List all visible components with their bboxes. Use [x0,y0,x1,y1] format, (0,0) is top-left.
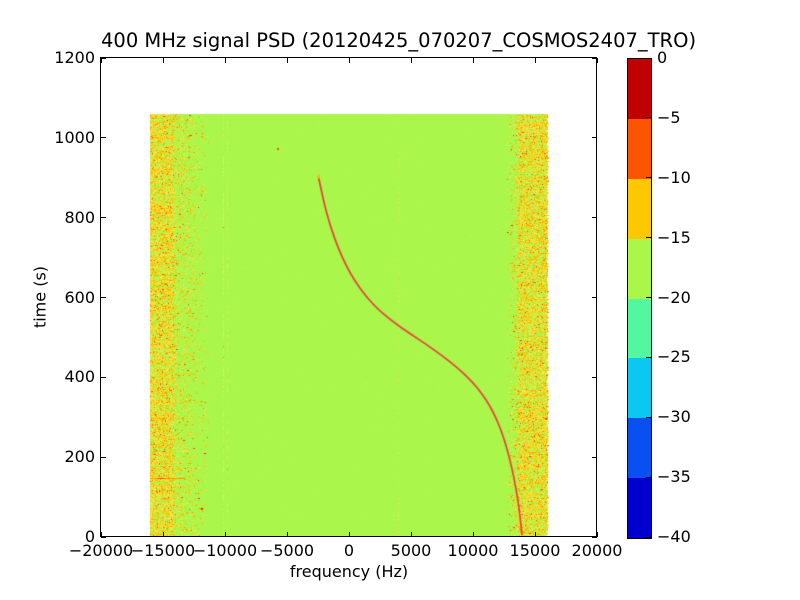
y-tick-mark [101,137,106,139]
colorbar-tick-label: −15 [657,227,691,247]
x-tick-mark [100,532,102,537]
x-tick-mark-top [100,58,102,63]
x-tick-mark-top [162,58,164,63]
y-tick-mark [101,217,106,219]
colorbar-segment [628,358,651,419]
spectrogram-canvas [101,58,597,537]
colorbar-tick-label: −40 [657,527,691,546]
y-tick-mark [101,297,106,298]
colorbar-tick-mark [646,356,651,358]
y-tick-mark-right [592,456,597,458]
colorbar-tick-label: −25 [657,347,691,367]
colorbar-segment [628,59,651,119]
colorbar-segment [628,478,651,538]
x-tick-label: 10000 [447,541,499,560]
x-tick-mark [534,532,536,537]
colorbar-tick-mark [646,237,651,239]
x-tick-mark-top [224,58,226,63]
x-tick-mark-top [472,58,474,63]
colorbar-tick-label: 0 [657,48,668,67]
colorbar-tick-mark [646,57,651,59]
colorbar-tick-mark [646,536,651,538]
x-tick-mark [348,532,350,537]
colorbar-tick-label: −5 [657,107,681,127]
colorbar [627,58,652,539]
y-tick-mark-right [592,376,597,378]
x-tick-mark [162,532,164,537]
x-tick-label: 20000 [571,541,623,560]
x-tick-label: 5000 [390,541,432,560]
x-tick-mark [224,532,226,537]
colorbar-tick-mark [646,297,651,298]
y-tick-mark-right [592,57,597,59]
x-tick-label: −15000 [130,541,196,560]
y-tick-mark-right [592,297,597,298]
y-tick-mark [101,57,106,59]
plot-title: 400 MHz signal PSD (20120425_070207_COSM… [101,29,697,52]
y-tick-mark [101,376,106,378]
colorbar-tick-label: −30 [657,407,691,427]
colorbar-tick-mark [646,177,651,179]
colorbar-tick-label: −35 [657,467,691,487]
y-tick-label: 600 [64,287,95,307]
colorbar-segment [628,418,651,479]
colorbar-tick-label: −10 [657,167,691,187]
x-tick-label: −5000 [259,541,315,560]
y-tick-label: 800 [64,207,95,227]
colorbar-segment [628,238,651,299]
y-axis-label: time (s) [30,265,50,329]
y-tick-mark [101,456,106,458]
colorbar-tick-label: −20 [657,287,691,307]
x-tick-label: 15000 [509,541,561,560]
x-tick-mark-top [348,58,350,63]
x-tick-label: −10000 [192,541,258,560]
colorbar-segment [628,178,651,239]
x-axis-label: frequency (Hz) [289,562,409,581]
x-tick-mark-top [410,58,412,63]
x-tick-mark [472,532,474,537]
y-tick-label: 400 [64,367,95,387]
x-tick-mark [410,532,412,537]
y-tick-label: 1200 [54,48,95,67]
axes-frame [100,57,597,537]
y-tick-label: 1000 [54,127,95,147]
y-tick-mark [101,536,106,538]
x-tick-mark-top [596,58,598,63]
y-tick-mark-right [592,217,597,219]
colorbar-segment [628,298,651,359]
x-tick-label: −20000 [68,541,134,560]
colorbar-tick-mark [646,476,651,478]
y-tick-mark-right [592,536,597,538]
y-tick-label: 0 [84,527,95,546]
y-tick-mark-right [592,137,597,139]
y-tick-label: 200 [64,447,95,467]
x-tick-label: 0 [343,541,355,560]
x-tick-mark [596,532,598,537]
x-tick-mark-top [534,58,536,63]
colorbar-tick-mark [646,416,651,418]
colorbar-segment [628,118,651,179]
colorbar-tick-mark [646,117,651,119]
x-tick-mark-top [286,58,288,63]
x-tick-mark [286,532,288,537]
